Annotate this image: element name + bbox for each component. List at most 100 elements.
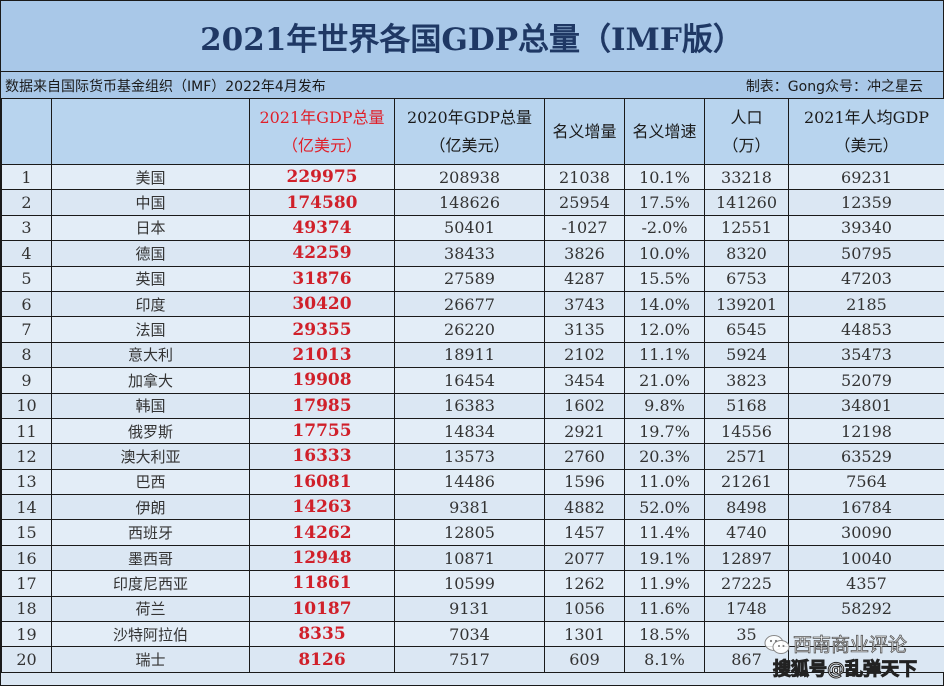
cell-rank: 11 (1, 417, 52, 445)
cell-nominal-increase: 21038 (544, 163, 625, 191)
cell-gdp-2020: 16383 (394, 392, 545, 419)
cell-per-capita-gdp: 58292 (788, 595, 944, 623)
cell-nominal-increase: 25954 (544, 189, 625, 216)
cell-country: 澳大利亚 (51, 443, 250, 470)
cell-gdp-2021: 19908 (249, 367, 395, 394)
cell-country: 韩国 (51, 392, 250, 419)
cell-nominal-growth: 21.0% (624, 367, 705, 394)
cell-per-capita-gdp: 12359 (788, 189, 944, 216)
cell-population: 139201 (704, 290, 789, 318)
cell-population: 141260 (704, 189, 789, 216)
table-row: 10 韩国 17985 16383 1602 9.8% 5168 34801 (1, 392, 944, 419)
cell-nominal-increase: 1596 (544, 468, 625, 496)
cell-country: 加拿大 (51, 367, 250, 394)
cell-population: 4740 (704, 519, 789, 546)
cell-population: 8320 (704, 240, 789, 267)
cell-rank: 13 (1, 468, 52, 496)
title-bar: 2021年世界各国GDP总量（IMF版） (1, 1, 943, 72)
cell-country: 意大利 (51, 341, 250, 369)
cell-country: 巴西 (51, 468, 250, 496)
table-row: 7 法国 29355 26220 3135 12.0% 6545 44853 (1, 316, 944, 343)
cell-gdp-2020: 13573 (394, 443, 545, 470)
cell-nominal-growth: 52.0% (624, 494, 705, 521)
cell-per-capita-gdp: 63529 (788, 443, 944, 470)
table-row: 16 墨西哥 12948 10871 2077 19.1% 12897 10040 (1, 544, 944, 572)
cell-nominal-growth: 19.1% (624, 544, 705, 572)
cell-country: 印度 (51, 290, 250, 318)
cell-gdp-2020: 38433 (394, 240, 545, 267)
cell-nominal-increase: 609 (544, 646, 625, 673)
table-row: 19 沙特阿拉伯 8335 7034 1301 18.5% 35 (1, 621, 944, 648)
cell-population: 8498 (704, 494, 789, 521)
cell-rank: 7 (1, 316, 52, 343)
cell-per-capita-gdp: 44853 (788, 316, 944, 343)
page-title: 2021年世界各国GDP总量（IMF版） (200, 21, 744, 58)
cell-per-capita-gdp: 35473 (788, 341, 944, 369)
table-row: 8 意大利 21013 18911 2102 11.1% 5924 35473 (1, 341, 944, 369)
col-header-nominal-growth: 名义增速 (624, 98, 705, 165)
table-row: 3 日本 49374 50401 -1027 -2.0% 12551 39340 (1, 214, 944, 242)
cell-nominal-increase: 2077 (544, 544, 625, 572)
table-row: 2 中国 174580 148626 25954 17.5% 141260 12359 (1, 189, 944, 216)
cell-nominal-growth: 17.5% (624, 189, 705, 216)
table-row: 11 俄罗斯 17755 14834 2921 19.7% 14556 12198 (1, 417, 944, 445)
cell-rank: 4 (1, 240, 52, 267)
cell-rank: 12 (1, 443, 52, 470)
cell-nominal-growth: 11.4% (624, 519, 705, 546)
cell-per-capita-gdp: 50795 (788, 240, 944, 267)
cell-per-capita-gdp: 4357 (788, 570, 944, 597)
cell-gdp-2021: 16081 (249, 468, 395, 496)
cell-gdp-2020: 16454 (394, 367, 545, 394)
cell-gdp-2020: 9131 (394, 595, 545, 623)
gdp-table: 2021年GDP总量 （亿美元） 2020年GDP总量 （亿美元） 名义增量 名… (1, 98, 944, 673)
cell-gdp-2021: 11861 (249, 570, 395, 597)
cell-nominal-growth: -2.0% (624, 214, 705, 242)
cell-gdp-2021: 174580 (249, 189, 395, 216)
cell-gdp-2021: 31876 (249, 265, 395, 292)
cell-gdp-2021: 17755 (249, 417, 395, 445)
cell-gdp-2021: 14263 (249, 494, 395, 521)
cell-country: 日本 (51, 214, 250, 242)
subtitle-bar: 数据来自国际货币基金组织（IMF）2022年4月发布 制表：Gong众号：冲之星… (1, 72, 943, 99)
cell-rank: 19 (1, 621, 52, 648)
cell-nominal-increase: 3454 (544, 367, 625, 394)
cell-gdp-2021: 30420 (249, 290, 395, 318)
cell-nominal-growth: 11.0% (624, 468, 705, 496)
cell-country: 德国 (51, 240, 250, 267)
table-row: 1 美国 229975 208938 21038 10.1% 33218 69231 (1, 163, 944, 191)
cell-population: 5924 (704, 341, 789, 369)
cell-nominal-growth: 8.1% (624, 646, 705, 673)
cell-nominal-growth: 14.0% (624, 290, 705, 318)
cell-rank: 16 (1, 544, 52, 572)
cell-nominal-increase: 4882 (544, 494, 625, 521)
cell-nominal-increase: 3135 (544, 316, 625, 343)
cell-population: 3823 (704, 367, 789, 394)
cell-nominal-increase: 3743 (544, 290, 625, 318)
cell-per-capita-gdp: 12198 (788, 417, 944, 445)
table-row: 6 印度 30420 26677 3743 14.0% 139201 2185 (1, 290, 944, 318)
data-source-note: 数据来自国际货币基金组织（IMF）2022年4月发布 (5, 79, 326, 95)
cell-per-capita-gdp: 39340 (788, 214, 944, 242)
cell-gdp-2020: 27589 (394, 265, 545, 292)
cell-nominal-growth: 11.6% (624, 595, 705, 623)
cell-gdp-2020: 208938 (394, 163, 545, 191)
cell-gdp-2021: 17985 (249, 392, 395, 419)
cell-gdp-2020: 10599 (394, 570, 545, 597)
cell-population: 5168 (704, 392, 789, 419)
table-row: 12 澳大利亚 16333 13573 2760 20.3% 2571 63529 (1, 443, 944, 470)
cell-country: 西班牙 (51, 519, 250, 546)
cell-rank: 1 (1, 163, 52, 191)
cell-gdp-2020: 50401 (394, 214, 545, 242)
cell-nominal-increase: 4287 (544, 265, 625, 292)
cell-nominal-increase: -1027 (544, 214, 625, 242)
cell-gdp-2020: 7034 (394, 621, 545, 648)
cell-rank: 17 (1, 570, 52, 597)
col-header-population: 人口 （万） (704, 98, 789, 165)
cell-nominal-increase: 2102 (544, 341, 625, 369)
cell-gdp-2020: 9381 (394, 494, 545, 521)
cell-per-capita-gdp: 10040 (788, 544, 944, 572)
cell-population: 14556 (704, 417, 789, 445)
cell-gdp-2021: 16333 (249, 443, 395, 470)
cell-rank: 20 (1, 646, 52, 673)
